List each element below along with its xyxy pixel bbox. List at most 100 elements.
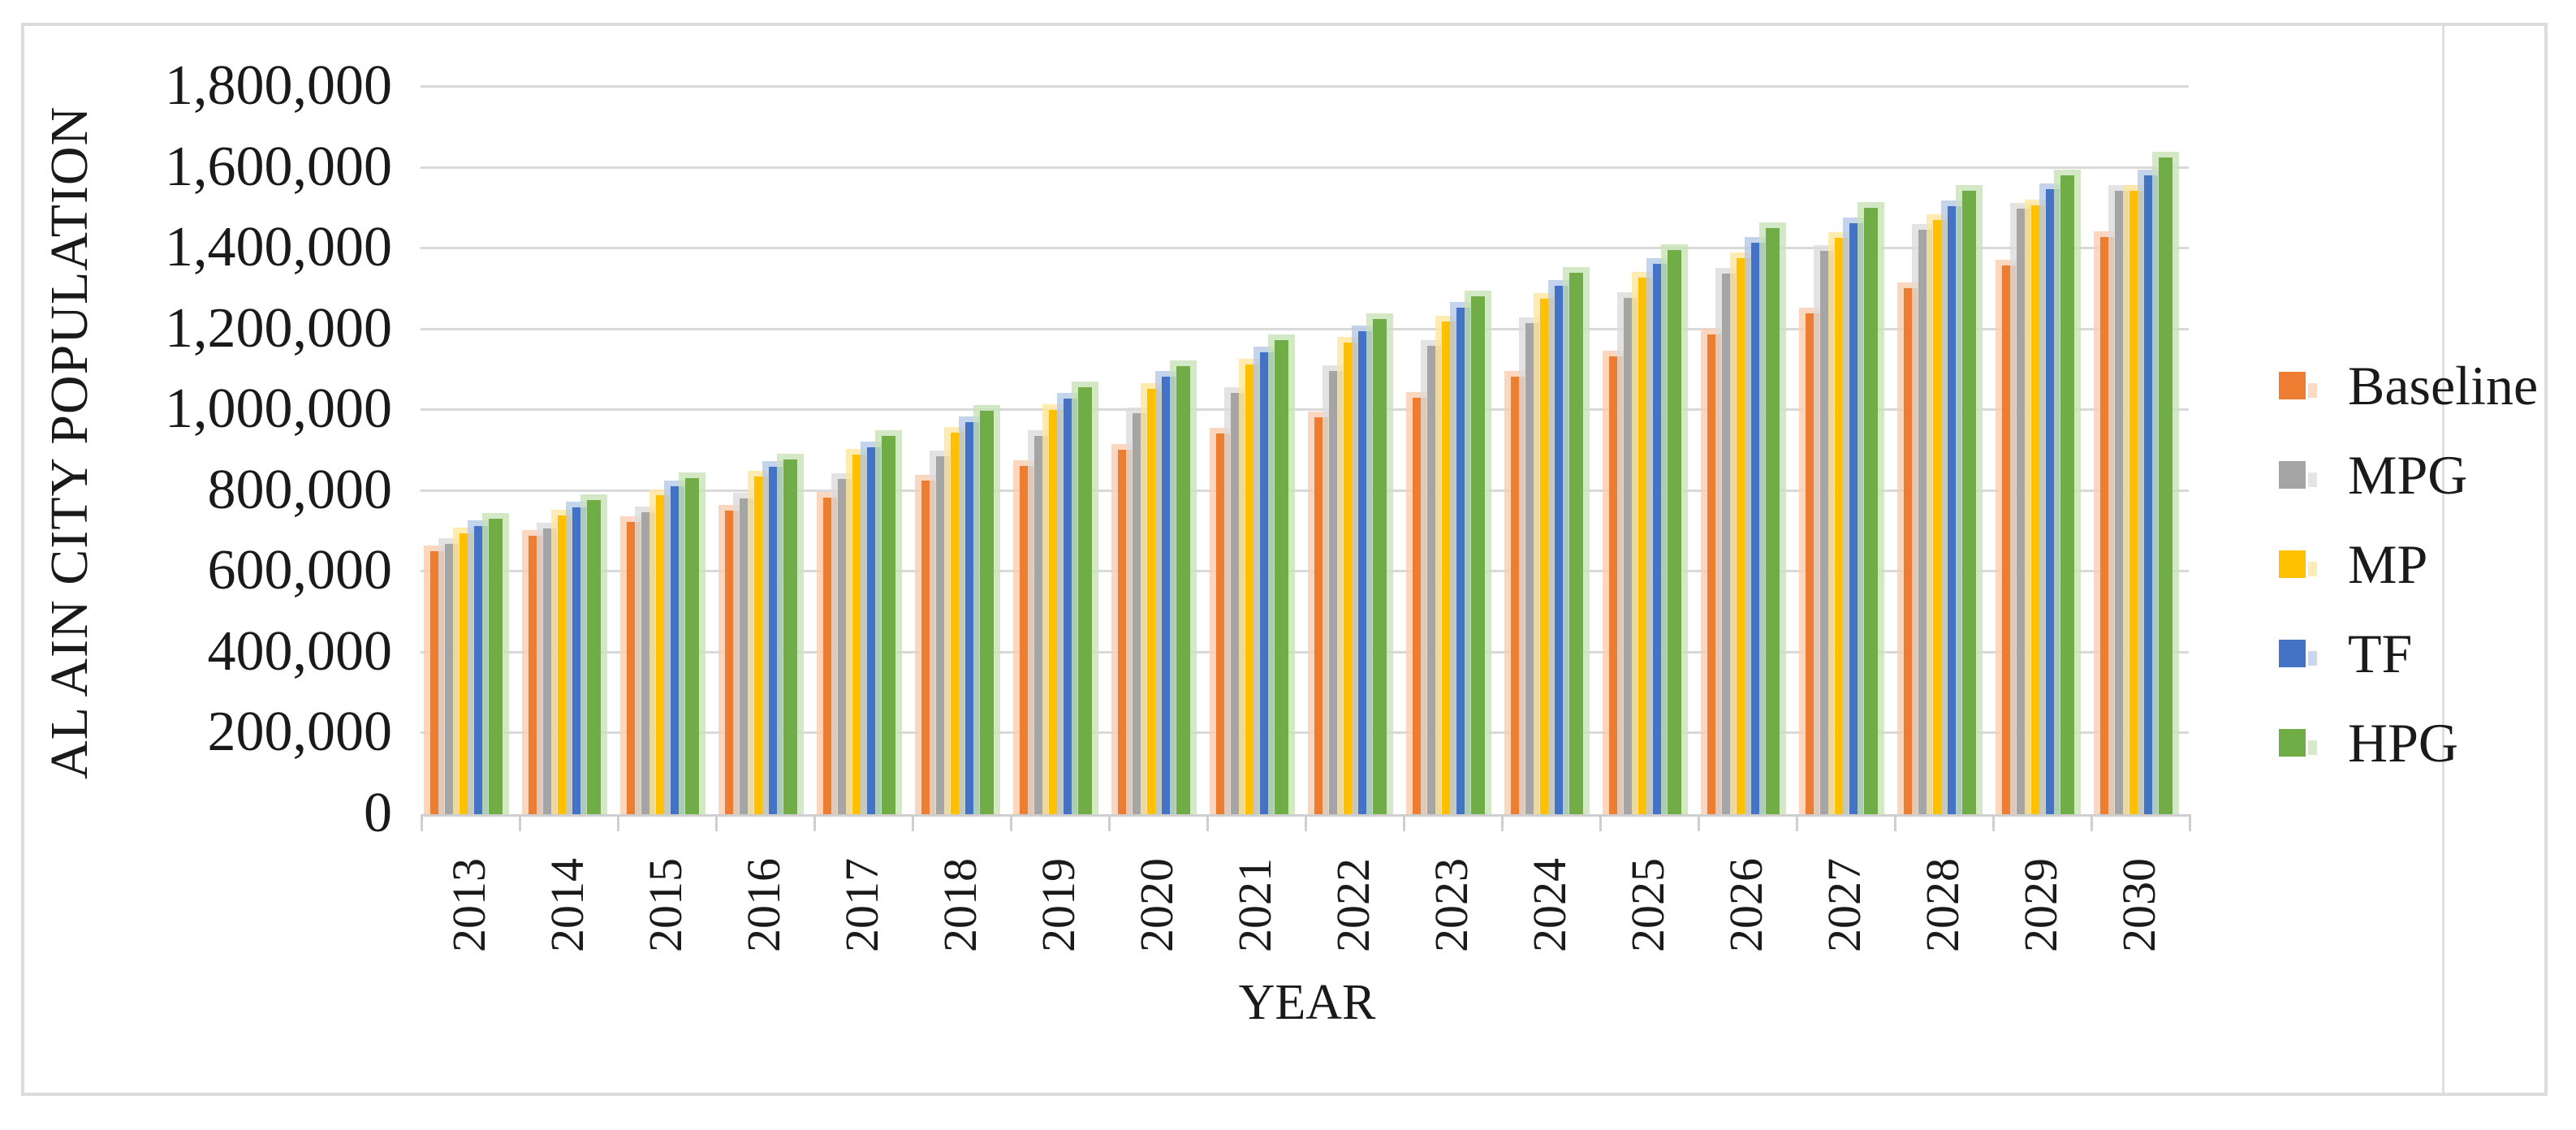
bar — [580, 494, 607, 814]
bar-group — [1599, 87, 1698, 814]
bar-fill — [1275, 340, 1288, 814]
bar-group — [1796, 87, 1894, 814]
x-axis-tick-label: 2024 — [1523, 858, 1576, 952]
bar — [2152, 152, 2179, 814]
legend-item-mpg: MPG — [2279, 447, 2467, 502]
x-axis-tick-mark — [813, 814, 816, 831]
bar-fill — [1471, 296, 1485, 814]
gridline — [421, 247, 2189, 249]
x-axis-tick-mark — [1894, 814, 1896, 831]
bar-group — [519, 87, 617, 814]
bar-group — [2091, 87, 2189, 814]
bar-group — [1206, 87, 1305, 814]
legend-swatch-icon — [2279, 372, 2317, 399]
legend-item-mp: MP — [2279, 537, 2427, 592]
legend-swatch-echo — [2308, 562, 2317, 576]
bar — [1268, 334, 1295, 814]
gridline — [421, 570, 2189, 572]
bar — [1858, 202, 1884, 814]
y-axis-tick-label: 1,000,000 — [165, 377, 392, 440]
x-axis-tick-label: 2027 — [1818, 858, 1871, 952]
gridline — [421, 731, 2189, 734]
bar-group — [1108, 87, 1206, 814]
bar-group — [1010, 87, 1108, 814]
legend-swatch-echo — [2308, 472, 2317, 487]
y-axis-tick-label: 1,600,000 — [165, 136, 392, 198]
x-axis-tick-mark — [2189, 814, 2191, 831]
x-axis-tick-mark — [519, 814, 521, 831]
bar — [482, 513, 509, 814]
x-axis-tick-mark — [1992, 814, 1995, 831]
bar-fill — [1176, 366, 1190, 814]
y-axis-tick-label: 1,400,000 — [165, 216, 392, 278]
x-axis-tick-mark — [1305, 814, 1307, 831]
bar-fill — [587, 500, 601, 814]
bar-fill — [1078, 387, 1092, 814]
legend-swatch-icon — [2279, 729, 2317, 757]
gridline — [421, 166, 2189, 169]
y-axis-title: AL AIN CITY POPULATION — [40, 106, 99, 779]
legend-item-label: HPG — [2348, 712, 2459, 774]
x-axis-tick-label: 2015 — [639, 858, 692, 952]
gridline — [421, 651, 2189, 653]
bar-group — [1501, 87, 1599, 814]
x-axis-tick-label: 2019 — [1032, 858, 1085, 952]
gridline — [421, 490, 2189, 492]
bar — [1661, 244, 1688, 814]
bar-group — [1698, 87, 1796, 814]
y-axis-tick-label: 0 — [364, 782, 392, 844]
bar-fill — [1569, 273, 1583, 814]
bar-fill — [685, 478, 699, 814]
bar-fill — [1373, 319, 1387, 814]
bar-fill — [783, 459, 797, 814]
bar — [973, 405, 1000, 814]
x-axis-tick-label: 2023 — [1425, 858, 1478, 952]
bar-fill — [882, 436, 895, 814]
bar-fill — [489, 519, 503, 814]
bar-fill — [1962, 191, 1976, 814]
x-axis-tick-mark — [715, 814, 718, 831]
bar-group — [1403, 87, 1501, 814]
legend-swatch-icon — [2279, 461, 2317, 489]
x-axis-tick-mark — [912, 814, 914, 831]
bar-group — [1894, 87, 1992, 814]
bar-fill — [980, 411, 994, 814]
legend-item-label: MP — [2348, 533, 2428, 595]
x-axis-tick-label: 2018 — [934, 858, 986, 952]
x-axis-tick-label: 2026 — [1719, 858, 1772, 952]
x-axis-tick-label: 2021 — [1228, 858, 1281, 952]
x-axis-tick-label: 2013 — [442, 858, 495, 952]
y-axis-tick-label: 800,000 — [207, 459, 393, 521]
x-axis-tick-mark — [2091, 814, 2093, 831]
legend-swatch-icon — [2279, 550, 2317, 578]
x-axis-tick-label: 2020 — [1130, 858, 1183, 952]
bar — [777, 454, 804, 814]
gridline — [421, 85, 2189, 88]
legend-item-hpg: HPG — [2279, 715, 2458, 770]
legend-item-label: TF — [2348, 623, 2413, 684]
bar — [679, 472, 705, 814]
legend-swatch-icon — [2279, 640, 2317, 667]
bar-group — [912, 87, 1010, 814]
x-axis-title: YEAR — [1238, 975, 1376, 1030]
column-divider-line — [2442, 26, 2444, 1093]
bar-fill — [1864, 208, 1878, 814]
legend-item-tf: TF — [2279, 626, 2412, 681]
bar — [1759, 222, 1786, 814]
bar-group — [1992, 87, 2091, 814]
x-axis-tick-mark — [1501, 814, 1504, 831]
x-axis-tick-mark — [1206, 814, 1209, 831]
x-axis-tick-mark — [421, 814, 423, 831]
bar-group — [1305, 87, 1403, 814]
bar-group — [421, 87, 519, 814]
legend-item-label: MPG — [2348, 444, 2468, 506]
x-axis-tick-mark — [1599, 814, 1602, 831]
legend: Baseline MPG MP TF HPG — [2279, 349, 2571, 804]
bar — [1563, 267, 1590, 814]
y-axis-tick-label: 1,200,000 — [165, 297, 392, 360]
y-axis-tick-label: 200,000 — [207, 701, 393, 763]
x-axis-tick-mark — [1698, 814, 1700, 831]
x-axis-tick-label: 2014 — [541, 858, 593, 952]
y-axis-tick-label: 1,800,000 — [165, 54, 392, 117]
x-axis-tick-label: 2022 — [1327, 858, 1379, 952]
